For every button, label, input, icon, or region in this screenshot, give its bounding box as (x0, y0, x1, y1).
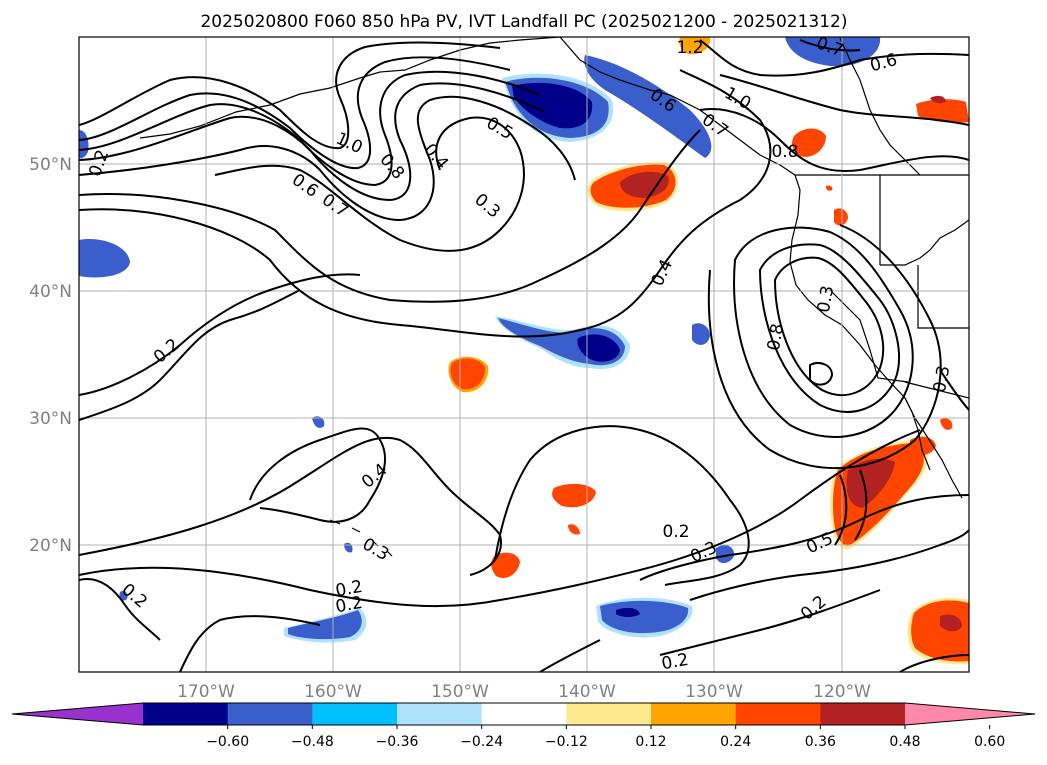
contour-label: 1.2 (676, 38, 703, 58)
colorbar-segment (820, 703, 906, 725)
map-title: 2025020800 F060 850 hPa PV, IVT Landfall… (200, 12, 847, 32)
colorbar-segment (566, 703, 652, 725)
lon-tick-label: 170°W (177, 682, 235, 702)
colorbar-tick-label: 0.24 (720, 734, 751, 750)
colorbar-outline (11, 702, 1036, 726)
map-area: 1.2 0.7 0.6 0.6 0.7 1.0 0.8 0.6 0.7 1.0 … (79, 37, 969, 674)
lat-tick-labels: 50°N 40°N 30°N 20°N (29, 155, 72, 556)
colorbar-tick-label: −0.12 (545, 734, 588, 750)
lon-tick-label: 160°W (304, 682, 362, 702)
colorbar-segment (227, 703, 313, 725)
lon-tick-label: 140°W (558, 682, 616, 702)
colorbar-tick-label: 0.36 (805, 734, 836, 750)
colorbar-segment (735, 703, 821, 725)
contour-label: 0.8 (764, 322, 788, 352)
lon-tick-label: 150°W (431, 682, 489, 702)
lon-tick-label: 120°W (813, 682, 871, 702)
lat-tick-label: 20°N (29, 536, 72, 556)
lon-tick-labels: 170°W 160°W 150°W 140°W 130°W 120°W (177, 682, 871, 702)
colorbar-tick-label: −0.60 (206, 734, 249, 750)
map-frame (78, 36, 970, 673)
colorbar-segment (143, 703, 229, 725)
shading-layer (79, 37, 969, 665)
contour-label: 0.8 (771, 142, 798, 162)
contour-label: 0.2 (662, 522, 689, 542)
contour-label: 0.2 (334, 593, 364, 617)
colorbar-segment (312, 703, 398, 725)
contour-label: 0.3 (930, 364, 954, 394)
colorbar-tick-label: −0.24 (460, 734, 503, 750)
lat-tick-label: 50°N (29, 155, 72, 175)
colorbar-tick-label: 0.48 (889, 734, 920, 750)
contour-label: 0.2 (334, 577, 364, 601)
colorbar-tick-label: 0.12 (635, 734, 666, 750)
colorbar-tick-label: −0.36 (376, 734, 419, 750)
colorbar-segment (481, 703, 567, 725)
colorbar: −0.60 −0.48 −0.36 −0.24 −0.12 0.12 0.24 0.36 0.4… (11, 702, 1036, 750)
colorbar-tick-label: 0.60 (974, 734, 1005, 750)
colorbar-segment (651, 703, 737, 725)
pv-contours (79, 39, 969, 672)
contour-label: 0.3 (814, 284, 838, 314)
lat-tick-label: 30°N (29, 409, 72, 429)
lon-tick-label: 130°W (685, 682, 743, 702)
colorbar-extend-min (12, 703, 143, 725)
colorbar-tick-label: −0.48 (291, 734, 334, 750)
colorbar-extend-max (905, 703, 1035, 725)
colorbar-segment (397, 703, 483, 725)
lat-tick-label: 40°N (29, 282, 72, 302)
contour-label: 0.2 (660, 650, 690, 674)
